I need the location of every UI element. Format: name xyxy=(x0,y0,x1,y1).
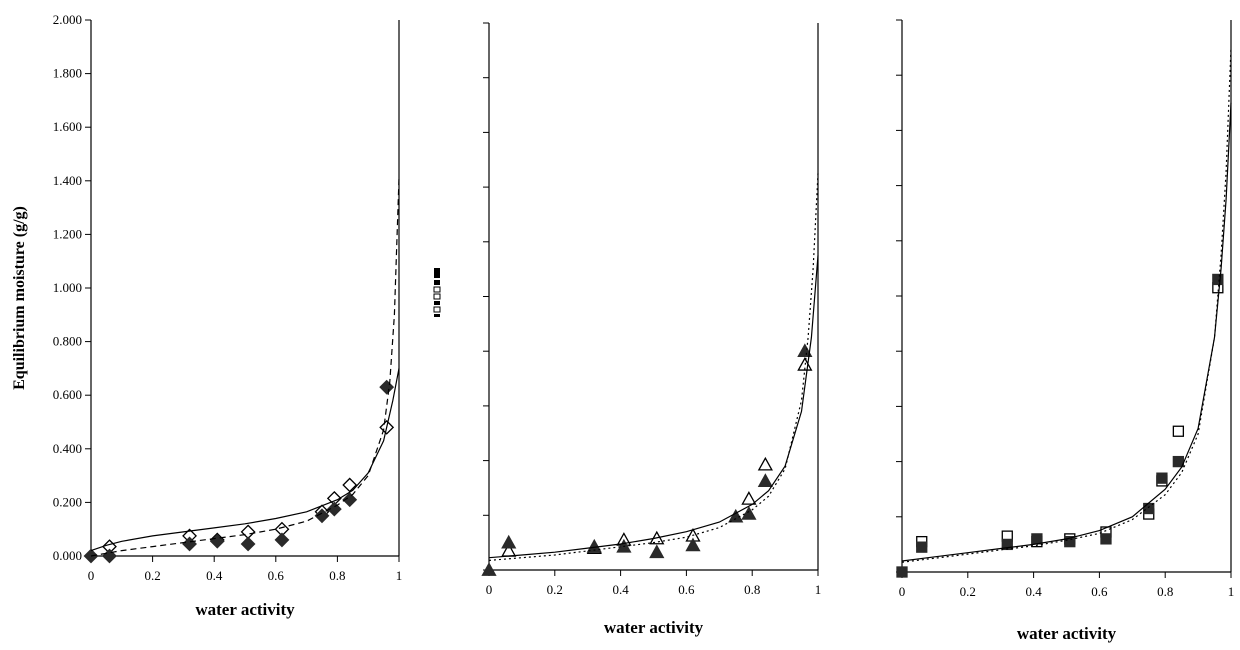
x-tick-label: 0.4 xyxy=(206,568,223,583)
fit-curve-solid xyxy=(901,102,1232,562)
x-tick-label: 0 xyxy=(486,582,493,597)
data-point-diamond-filled xyxy=(379,379,395,395)
data-point-triangle-open xyxy=(741,491,757,505)
data-point-diamond-filled xyxy=(342,492,358,508)
y-tick-label: 2.000 xyxy=(53,12,82,27)
chart-panel-middle: 0 0.2 0.4 0.6 0.8 1 water activity xyxy=(481,22,822,637)
data-point-triangle-filled xyxy=(649,544,665,559)
x-tick-label: 1 xyxy=(1228,584,1235,599)
data-point-square-filled xyxy=(896,566,908,578)
x-tick-label: 0.6 xyxy=(1091,584,1108,599)
y-tick-label: 1.600 xyxy=(53,119,82,134)
x-tick-label: 0.6 xyxy=(268,568,285,583)
x-tick-label: 0.6 xyxy=(678,582,695,597)
data-point-square-filled xyxy=(1212,273,1224,286)
data-point-diamond-filled xyxy=(182,536,197,552)
data-point-diamond-filled xyxy=(240,536,256,552)
fit-curve-dotted xyxy=(488,173,819,561)
x-tick-label: 0.4 xyxy=(612,582,629,597)
chart-panel-left: 0.000 0.200 0.400 0.600 0.800 1.000 1.200 1.400… xyxy=(11,12,402,619)
fit-curve-solid xyxy=(90,368,400,552)
data-point-square-filled xyxy=(1100,533,1112,545)
x-tick-label: 0.2 xyxy=(144,568,160,583)
y-tick-label: 0.200 xyxy=(53,494,82,509)
fit-curve-dashed xyxy=(90,178,400,557)
y-tick-label: 0.600 xyxy=(53,387,82,402)
data-point-triangle-filled xyxy=(757,473,773,487)
legend-fragment xyxy=(433,268,441,317)
fit-curve-solid xyxy=(488,255,819,559)
data-point-diamond-filled xyxy=(326,501,342,517)
data-point-diamond-open xyxy=(240,524,256,540)
x-tick-label: 1 xyxy=(815,582,822,597)
data-point-diamond-filled xyxy=(274,532,290,548)
x-axis-title: water activity xyxy=(1017,624,1117,643)
fit-curve-dotted xyxy=(901,47,1232,563)
x-tick-label: 0.8 xyxy=(744,582,760,597)
x-axis-title: water activity xyxy=(604,618,704,637)
data-point-triangle-filled xyxy=(728,508,744,523)
data-point-triangle-filled xyxy=(741,506,757,520)
data-point-square-filled xyxy=(1143,502,1155,515)
x-tick-label: 0 xyxy=(899,584,906,599)
data-point-square-filled xyxy=(1064,535,1076,548)
x-tick-label: 0.8 xyxy=(1157,584,1173,599)
data-point-triangle-filled xyxy=(797,343,813,358)
y-tick-label: 1.800 xyxy=(53,66,82,81)
y-tick-label: 1.000 xyxy=(53,280,82,295)
x-axis-title: water activity xyxy=(195,600,295,619)
data-point-triangle-filled xyxy=(501,534,517,549)
data-point-square-filled xyxy=(1156,472,1168,484)
chart-panel-right: 0 0.2 0.4 0.6 0.8 1 water activity xyxy=(896,19,1235,643)
y-tick-label: 0.800 xyxy=(53,334,82,349)
data-point-triangle-filled xyxy=(481,562,497,576)
data-point-triangle-filled xyxy=(586,538,602,553)
data-point-diamond-filled xyxy=(209,533,225,549)
data-point-square-filled xyxy=(1031,533,1043,545)
y-tick-label: 1.400 xyxy=(53,173,82,188)
data-point-triangle-open xyxy=(757,456,773,471)
data-point-square-filled xyxy=(1172,455,1185,468)
data-point-square-filled xyxy=(916,541,928,553)
x-tick-label: 0.8 xyxy=(329,568,345,583)
data-point-square-open xyxy=(1172,425,1185,437)
x-tick-label: 0.4 xyxy=(1025,584,1042,599)
y-tick-label: 0.400 xyxy=(53,441,82,456)
data-point-triangle-filled xyxy=(685,537,701,552)
y-tick-label: 0.000 xyxy=(53,548,82,563)
y-tick-label: 1.200 xyxy=(53,226,82,241)
x-tick-label: 1 xyxy=(396,568,403,583)
data-point-diamond-filled xyxy=(314,508,330,524)
x-tick-label: 0 xyxy=(88,568,95,583)
x-tick-label: 0.2 xyxy=(547,582,563,597)
y-axis-title: Equilibrium moisture (g/g) xyxy=(11,206,28,390)
x-tick-label: 0.2 xyxy=(960,584,976,599)
